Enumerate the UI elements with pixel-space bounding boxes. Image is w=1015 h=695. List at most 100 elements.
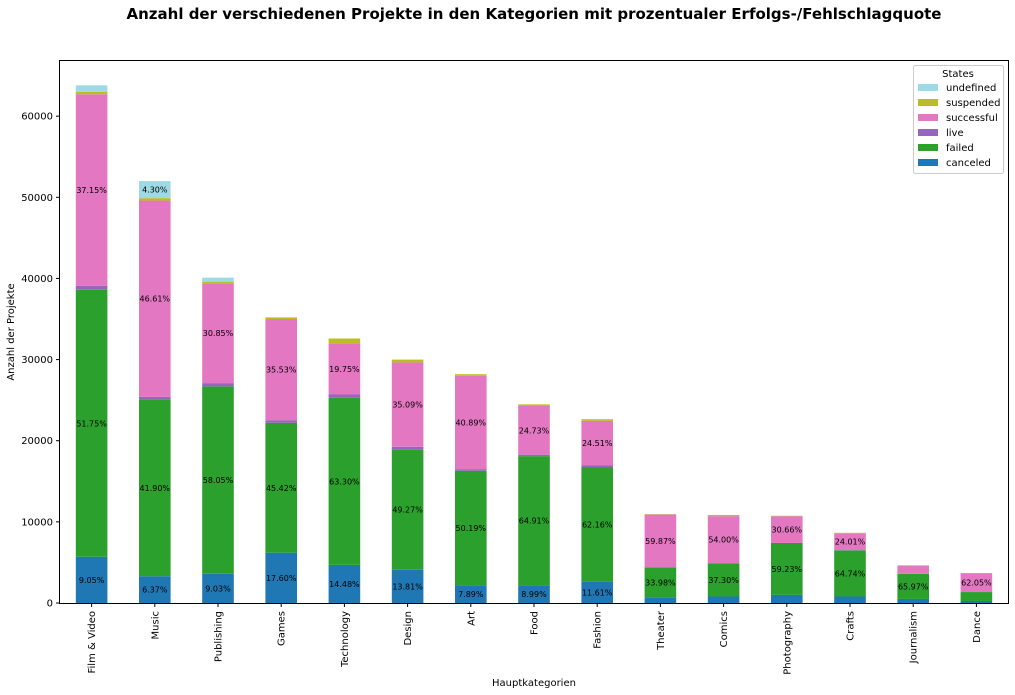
y-tick-label-30000: 30000 [21,355,53,366]
bar-food-successful [518,406,550,455]
bar-dance-canceled [960,600,993,603]
segment-label-photography-failed: 59.23% [772,565,803,574]
segment-label-journalism-failed: 65.97% [898,582,929,591]
bar-music-undefined [139,181,171,199]
bar-design-successful [391,362,424,447]
segment-label-games-failed: 45.42% [266,484,297,493]
segment-label-design-successful: 35.09% [392,401,423,410]
legend-swatch-failed [918,144,938,151]
legend-swatch-suspended [918,99,938,106]
bar-games-failed [265,422,297,553]
x-tick-label-design: Design [403,611,414,646]
segment-label-art-failed: 50.19% [456,524,487,533]
legend-label-canceled: canceled [946,158,991,169]
bar-crafts-successful [834,533,866,551]
bar-film-video-suspended [75,91,108,95]
y-axis-label: Anzahl der Projekte [6,283,17,380]
x-tick-label-games: Games [277,611,288,646]
segment-labels-layer: 9.05% 51.75% 37.15% 6.37% 41.90% 46.61% 4.30% 9… [76,186,992,599]
bar-journalism-canceled [897,598,929,603]
bar-publishing-undefined [202,277,234,282]
x-tick-label-dance: Dance [972,611,983,643]
segment-label-design-canceled: 13.81% [392,582,423,591]
bar-comics-canceled [707,596,740,603]
bar-music-failed [139,399,171,577]
segment-label-art-canceled: 7.89% [458,590,484,599]
bars-layer [75,85,993,603]
bar-food-suspended [518,404,550,406]
segment-label-games-canceled: 17.60% [266,574,297,583]
y-tick-label-0: 0 [47,599,53,610]
legend: States undefined suspended successful live f… [913,65,1004,174]
bar-theater-failed [644,567,677,598]
bar-games-successful [265,319,297,421]
y-tick-label-20000: 20000 [21,436,53,447]
segment-label-comics-successful: 54.00% [708,536,739,545]
legend-items: undefined suspended successful live failed ca… [918,83,1000,169]
bar-publishing-live [202,383,234,387]
bar-art-suspended [455,374,487,376]
bar-publishing-successful [202,283,234,384]
segment-label-dance-successful: 62.05% [961,579,992,588]
bar-technology-successful [328,343,361,395]
segment-label-food-canceled: 8.99% [521,590,547,599]
x-axis-label: Hauptkategorien [492,678,576,689]
legend-label-successful: successful [946,113,998,124]
bar-art-failed [455,470,487,586]
y-tick-label-40000: 40000 [21,274,53,285]
bar-comics-successful [707,516,740,564]
y-tick-label-10000: 10000 [21,517,53,528]
x-tick-label-theater: Theater [656,610,667,651]
segment-label-crafts-successful: 24.01% [835,538,866,547]
segment-label-publishing-failed: 58.05% [203,476,234,485]
x-axis: Film & Video Music Publishing Games Technolo… [87,603,983,675]
bar-technology-canceled [328,564,361,603]
segment-label-film-video-failed: 51.75% [76,419,107,428]
bar-fashion-live [581,465,613,468]
bar-fashion-suspended [581,419,613,421]
segment-label-technology-successful: 19.75% [329,365,360,374]
bar-design-failed [391,449,424,570]
legend-swatch-successful [918,114,938,121]
segment-label-fashion-failed: 62.16% [582,521,613,530]
bar-theater-successful [644,514,677,568]
bar-photography-failed [771,542,803,595]
bar-fashion-successful [581,420,613,466]
y-tick-label-50000: 50000 [21,193,53,204]
bar-publishing-suspended [202,281,234,284]
bar-art-canceled [455,585,487,603]
segment-label-publishing-canceled: 9.03% [205,584,231,593]
bar-fashion-canceled [581,581,613,603]
bar-design-suspended [391,359,424,363]
legend-label-failed: failed [946,143,974,154]
bar-technology-suspended [328,338,361,344]
y-axis: 0 10000 20000 30000 40000 50000 60000 [21,112,60,610]
legend-title: States [942,69,974,80]
x-tick-label-comics: Comics [719,611,730,647]
segment-label-design-failed: 49.27% [392,506,423,515]
bar-technology-failed [328,397,361,565]
x-tick-label-photography: Photography [782,611,793,675]
bar-music-suspended [139,198,171,201]
y-tick-label-60000: 60000 [21,112,53,123]
legend-label-suspended: suspended [946,98,1000,109]
x-tick-label-technology: Technology [340,611,351,668]
segment-label-technology-canceled: 14.48% [329,580,360,589]
bar-film-video-failed [75,289,108,557]
bar-film-video-live [75,285,108,290]
bar-games-canceled [265,552,297,603]
segment-label-games-successful: 35.53% [266,366,297,375]
bar-food-canceled [518,585,550,603]
segment-label-technology-failed: 63.30% [329,477,360,486]
segment-label-film-video-successful: 37.15% [76,186,107,195]
bar-games-live [265,420,297,423]
bar-comics-suspended [707,514,740,517]
bar-photography-successful [771,516,803,543]
segment-label-music-undefined: 4.30% [142,186,168,195]
x-tick-label-journalism: Journalism [909,611,920,664]
bar-food-live [518,454,550,457]
segment-label-photography-successful: 30.66% [772,526,803,535]
bar-publishing-failed [202,386,234,574]
segment-label-theater-successful: 59.87% [645,537,676,546]
segment-label-fashion-successful: 24.51% [582,439,613,448]
